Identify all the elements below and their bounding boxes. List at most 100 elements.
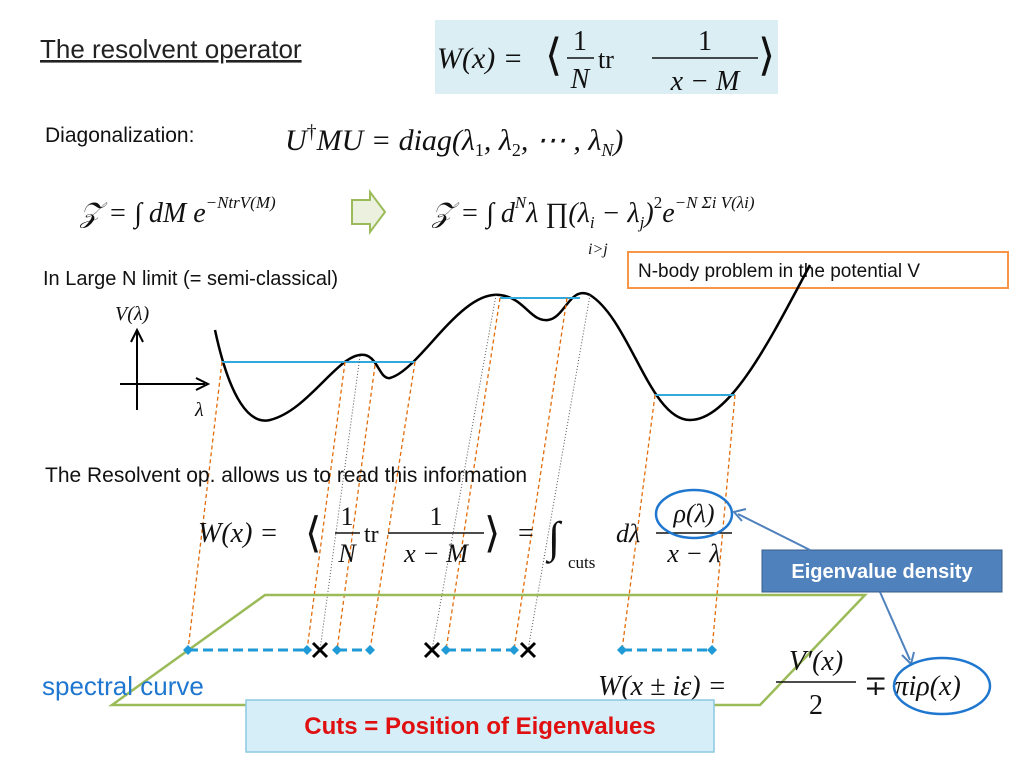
projection	[336, 364, 376, 651]
formula-text: ∫	[545, 513, 563, 564]
formula-text: x − M	[403, 539, 469, 568]
formula-box	[435, 20, 778, 94]
formula-text: tr	[598, 45, 614, 74]
formula-text: ⟨	[305, 511, 321, 557]
formula-text: cuts	[568, 553, 595, 572]
projection	[711, 394, 736, 651]
axis-arrow	[130, 327, 144, 343]
formula-text: N	[337, 539, 357, 568]
arrow	[351, 189, 387, 235]
t: 𝒵 = ∫ d	[431, 198, 516, 230]
formula-text: ∓ πiρ(x)	[864, 671, 961, 702]
formula-text: ⟨	[545, 31, 562, 80]
t: 2	[654, 193, 663, 212]
t: MU = diag(λ	[316, 124, 475, 157]
label: Diagonalization:	[45, 124, 194, 147]
cuts-label: Cuts = Position of Eigenvalues	[304, 713, 655, 740]
peak-line	[527, 294, 591, 651]
formula-text: x − M	[670, 66, 741, 97]
formula-text: V′(x)	[789, 646, 843, 677]
formula-text: W(x) =	[437, 42, 523, 75]
t: − λ	[595, 198, 640, 229]
t: 𝒵 = ∫ dM e	[79, 198, 206, 230]
formula-text: 1	[341, 502, 354, 531]
end	[707, 645, 717, 655]
potential-curve	[213, 264, 812, 422]
highlight-ellipse	[892, 656, 992, 716]
label: N-body problem in the potential V	[638, 261, 920, 282]
formula-text: 1	[573, 26, 587, 57]
formula-text: 1	[698, 26, 712, 57]
end	[183, 645, 193, 655]
projection	[187, 361, 223, 651]
t: 2	[512, 140, 521, 160]
t: , λ	[484, 124, 512, 157]
projection	[621, 394, 656, 651]
t: )	[642, 198, 653, 229]
projection	[306, 361, 346, 651]
mid-formula: W(x) = ⟨ 1 N tr 1 x − M ⟩ = ∫ cuts dλ ρ(…	[198, 499, 732, 572]
formula-text: 1	[430, 502, 443, 531]
t: N	[600, 140, 614, 160]
peak-lines	[319, 294, 591, 651]
highlight-ellipse	[654, 488, 734, 540]
cross	[423, 641, 441, 659]
end	[509, 645, 519, 655]
formula-text: N	[570, 64, 591, 95]
formula-text: dλ	[616, 519, 640, 548]
bottom-formula: W(x ± iε) = V′(x) 2 ∓ πiρ(x)	[598, 646, 961, 721]
formula-text: ⟩	[484, 511, 500, 557]
plane	[108, 593, 868, 707]
formula-text: W(x ± iε) =	[598, 671, 726, 702]
cross	[519, 641, 537, 659]
partition-left: 𝒵 = ∫ dM e−NtrV(M)	[79, 193, 276, 230]
t: U	[285, 124, 309, 157]
t: j	[638, 213, 645, 232]
spectral-curve-label: spectral curve	[42, 671, 204, 701]
t: i	[590, 213, 595, 232]
end	[617, 645, 627, 655]
t: −N Σi V(λi)	[675, 193, 755, 212]
cut-ends	[183, 645, 717, 655]
formula-text: 2	[809, 690, 823, 721]
end	[441, 645, 451, 655]
fill-levels	[222, 297, 735, 396]
formula-text: ρ(λ)	[672, 499, 714, 528]
t: 1	[475, 140, 484, 160]
end	[302, 645, 312, 655]
formula-text: tr	[364, 522, 379, 548]
formula-text: ⟩	[758, 31, 775, 80]
formula-text: x − λ	[666, 539, 720, 568]
t: )	[611, 124, 623, 157]
end	[332, 645, 342, 655]
projection	[513, 297, 568, 651]
callout-arrow	[879, 591, 911, 661]
axis-label: V(λ)	[115, 303, 150, 325]
t: e	[662, 198, 674, 229]
partition-right: 𝒵 = ∫ dNλ ∏(λi − λj)2e−N Σi V(λi)	[431, 193, 755, 232]
formula-text: =	[518, 518, 534, 549]
t: λ ∏(λ	[525, 198, 590, 229]
cross	[311, 641, 329, 659]
crosses	[311, 641, 537, 659]
label: The Resolvent op. allows us to read this…	[45, 464, 527, 487]
projection	[369, 361, 416, 651]
product-index: i>j	[588, 241, 608, 258]
peak-line	[431, 294, 497, 651]
t: , ⋯ , λ	[521, 124, 602, 157]
axis-label: λ	[194, 399, 204, 421]
formula-text: W(x) =	[198, 518, 278, 549]
end	[365, 645, 375, 655]
callout-arrow	[737, 513, 811, 551]
t: N	[514, 193, 528, 212]
label: In Large N limit (= semi-classical)	[43, 268, 338, 290]
t: −NtrV(M)	[206, 193, 276, 212]
callout-box	[761, 549, 1003, 593]
callout-text: Eigenvalue density	[791, 561, 973, 583]
nbody-box	[627, 251, 1009, 289]
projection-lines	[187, 297, 736, 651]
axis-arrow	[195, 377, 211, 391]
title: The resolvent operator	[40, 34, 302, 64]
projection	[445, 297, 501, 651]
